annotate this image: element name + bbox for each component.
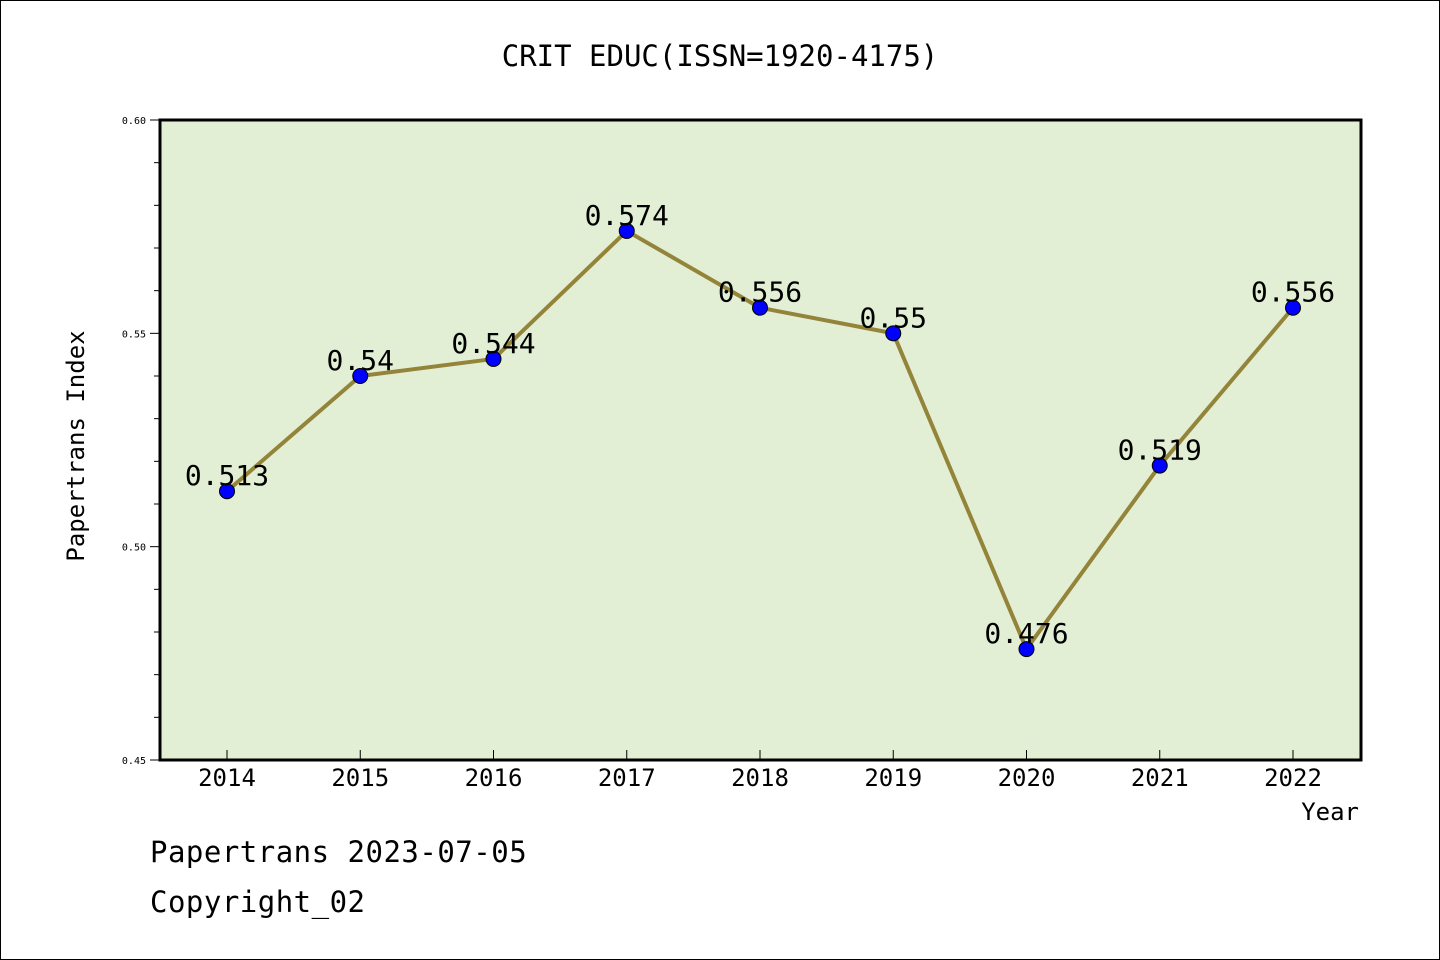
footer-date: Papertrans 2023-07-05 (150, 835, 528, 869)
data-label: 0.54 (327, 344, 394, 377)
data-label: 0.519 (1118, 434, 1202, 467)
data-point (352, 368, 369, 384)
x-tick-label: 2018 (731, 764, 789, 792)
x-tick-label: 2016 (465, 764, 523, 792)
y-axis-ticks: 0.45 0.50 0.55 0.60 (122, 116, 160, 767)
data-point (885, 325, 902, 342)
data-point (1285, 299, 1301, 316)
footer-copyright: Copyright_02 (150, 885, 366, 919)
data-label: 0.544 (451, 327, 535, 360)
data-label: 0.476 (984, 617, 1068, 650)
chart-title: CRIT EDUC(ISSN=1920-4175) (502, 39, 939, 73)
data-point (618, 222, 635, 239)
y-tick-label: 0.60 (122, 116, 146, 127)
data-label: 0.55 (860, 301, 927, 334)
data-point (485, 350, 502, 367)
x-tick-label: 2014 (198, 764, 256, 792)
x-tick-label: 2015 (331, 764, 389, 792)
data-point (752, 299, 768, 316)
x-axis-label: Year (1301, 798, 1359, 826)
x-tick-label: 2019 (864, 764, 922, 792)
x-tick-label: 2022 (1264, 764, 1322, 792)
data-point (219, 483, 235, 500)
y-tick-label: 0.45 (122, 756, 146, 767)
x-axis-ticks: 2014 2015 2016 2017 2018 2019 2020 2021 2022 (198, 750, 1322, 792)
data-label: 0.556 (1251, 276, 1335, 309)
y-tick-label: 0.55 (122, 329, 146, 340)
series-layer: 0.513 0.54 0.544 0.574 0.556 0.55 0.476 0.519 0.… (185, 199, 1335, 658)
y-tick-label: 0.50 (122, 543, 146, 554)
x-tick-label: 2017 (598, 764, 656, 792)
data-label: 0.556 (718, 276, 802, 309)
data-point (1018, 641, 1035, 658)
y-axis-label: Papertrans Index (62, 330, 90, 561)
plot-area (158, 118, 1363, 762)
data-point (1151, 457, 1168, 474)
x-tick-label: 2021 (1131, 764, 1189, 792)
data-label: 0.513 (185, 459, 269, 492)
data-label: 0.574 (585, 199, 669, 232)
x-tick-label: 2020 (998, 764, 1056, 792)
